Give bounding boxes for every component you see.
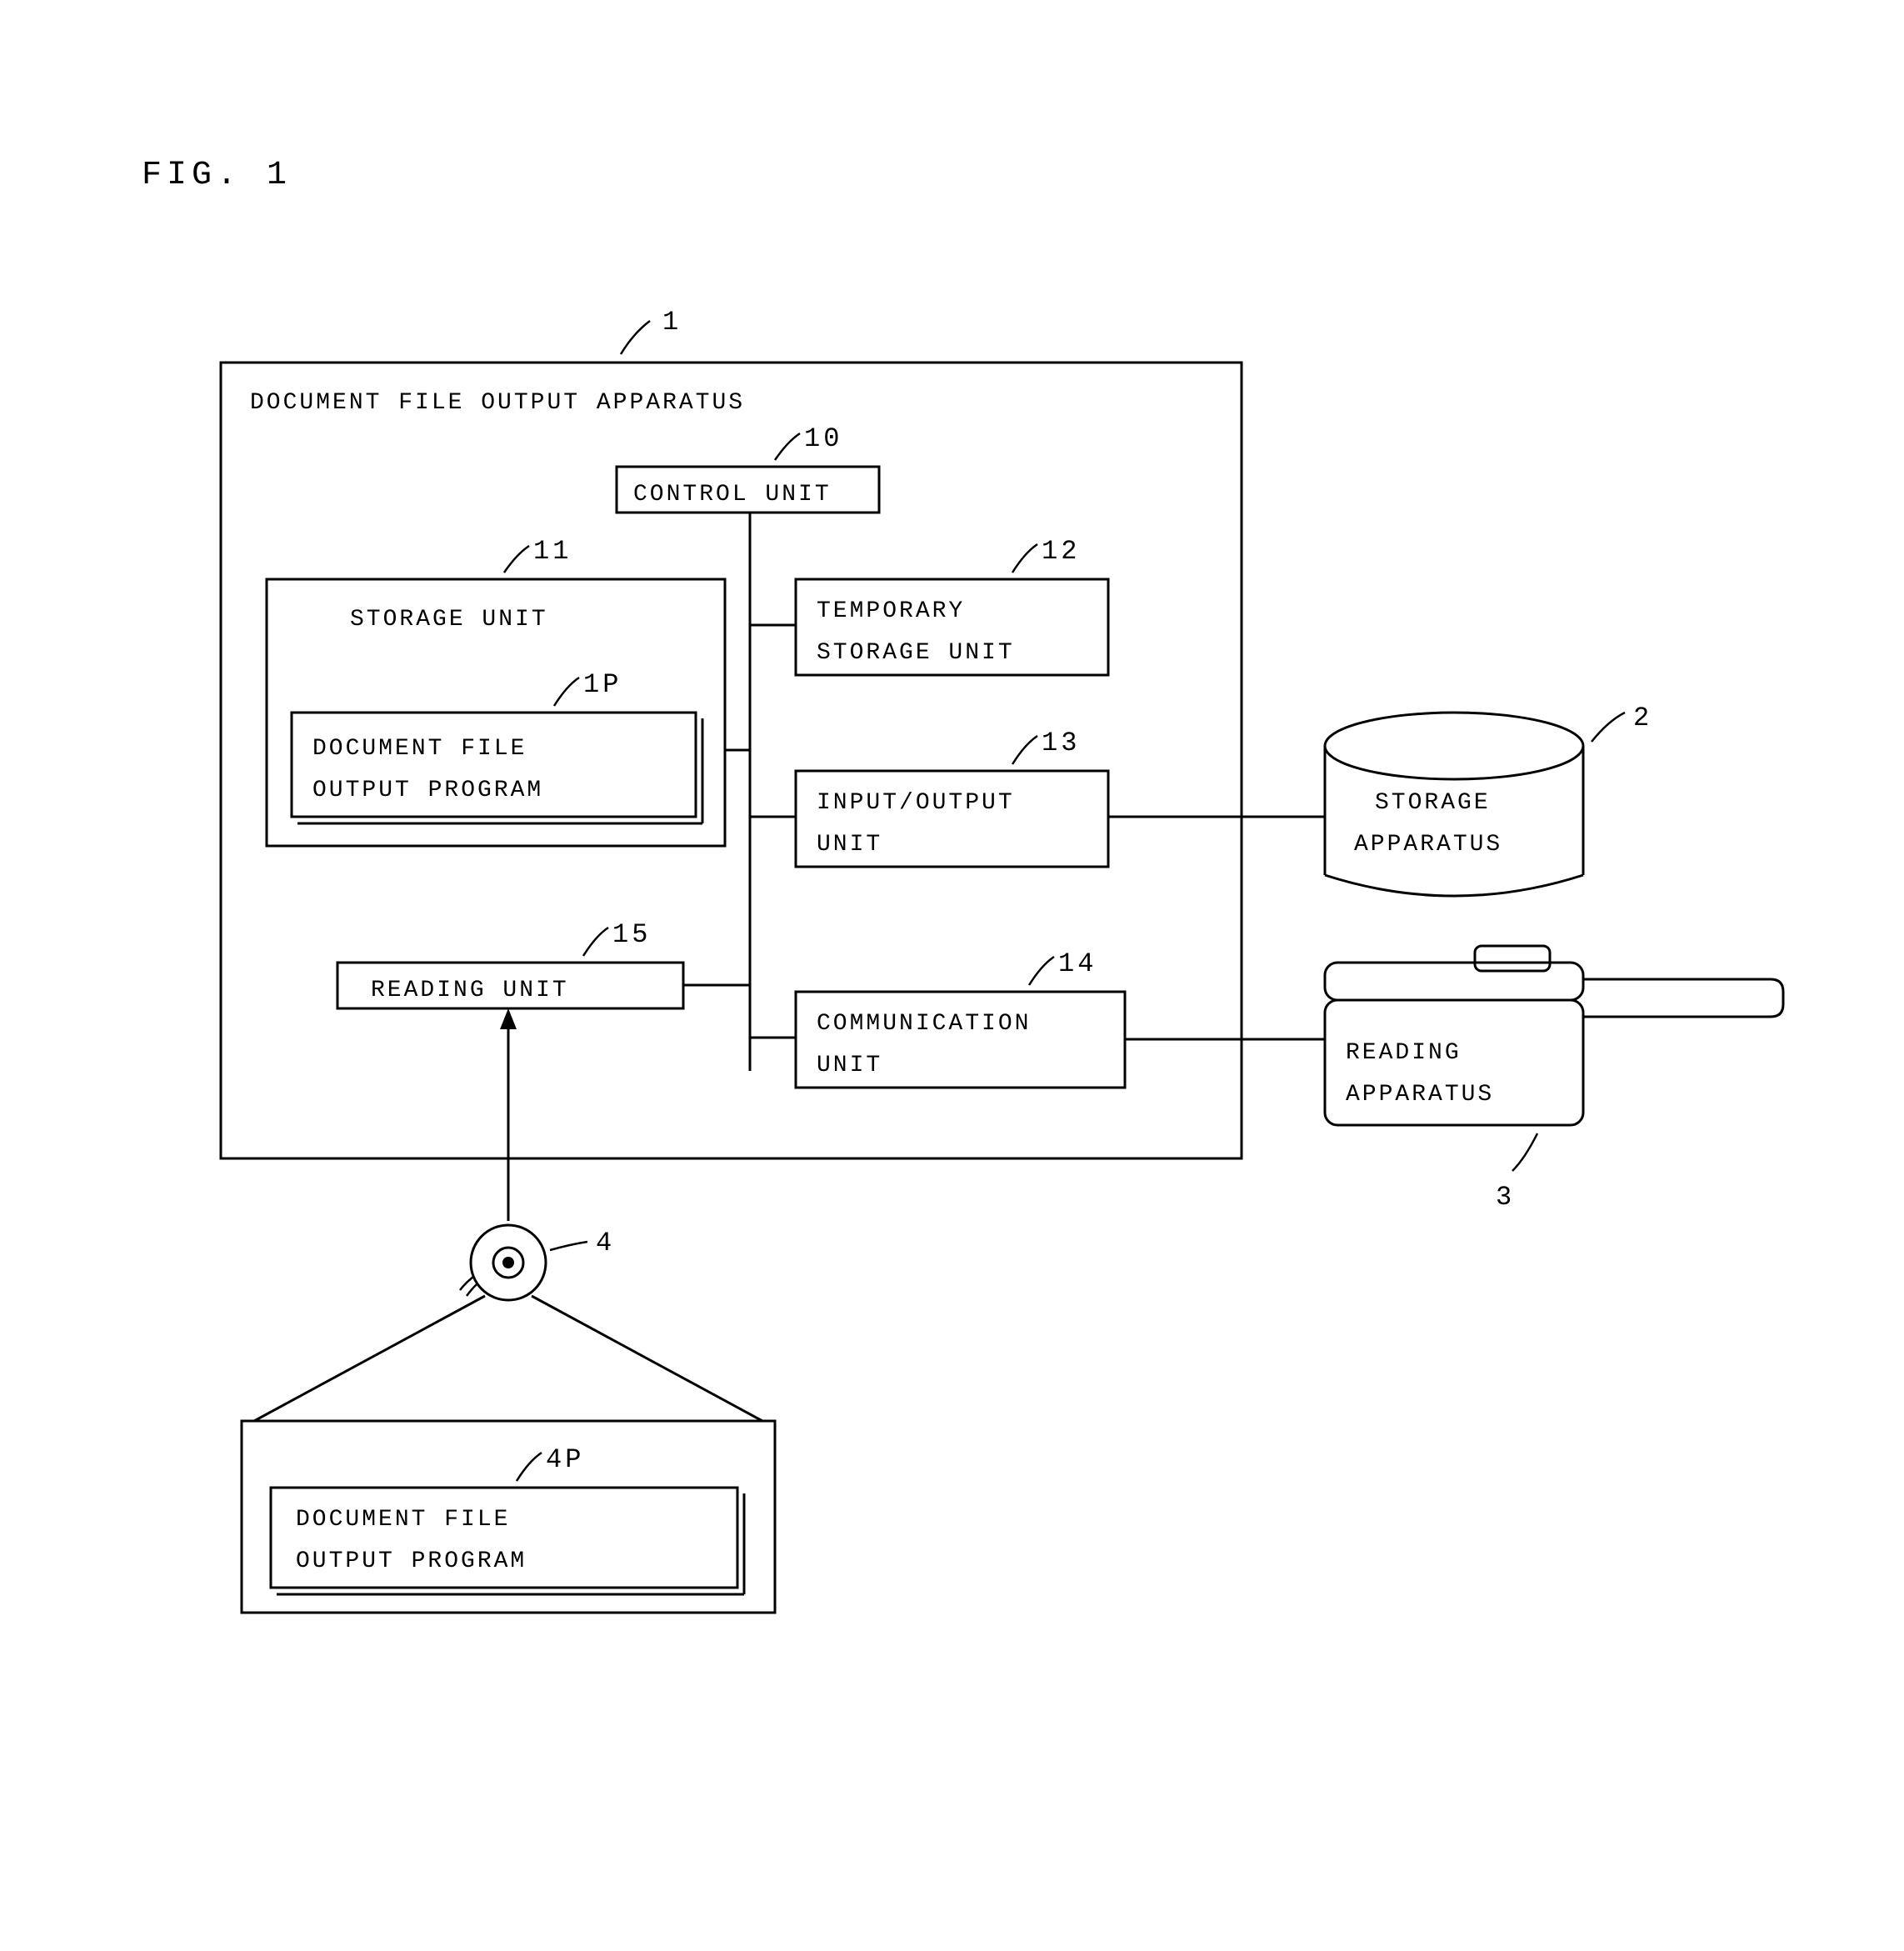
leader-4 [550, 1242, 587, 1250]
ref-12: 12 [1042, 536, 1080, 567]
disc-tri-left [254, 1296, 485, 1421]
reading-unit-label: READING UNIT [371, 978, 569, 1003]
disc-icon [460, 1225, 546, 1300]
storage-app-line2: APPARATUS [1354, 832, 1502, 858]
comm-unit-line2: UNIT [817, 1053, 882, 1078]
leader-10 [775, 433, 800, 460]
leader-1 [621, 321, 650, 354]
comm-unit-line1: COMMUNICATION [817, 1011, 1031, 1037]
temp-storage-line1: TEMPORARY [817, 598, 965, 624]
leader-15 [583, 928, 608, 956]
diagram-svg: FIG. 1 DOCUMENT FILE OUTPUT APPARATUS 1 … [0, 0, 1904, 1951]
io-unit-line2: UNIT [817, 832, 882, 858]
arrow-head-disc [500, 1008, 517, 1029]
main-apparatus-title: DOCUMENT FILE OUTPUT APPARATUS [250, 390, 745, 416]
ref-1: 1 [662, 307, 682, 338]
ref-13: 13 [1042, 728, 1080, 758]
control-unit-label: CONTROL UNIT [633, 482, 832, 508]
leader-14 [1029, 957, 1054, 985]
leader-4p [517, 1453, 542, 1481]
storage-unit-label: STORAGE UNIT [350, 607, 548, 633]
leader-11 [504, 546, 529, 573]
ref-10: 10 [804, 423, 842, 454]
ref-14: 14 [1058, 948, 1097, 979]
reading-app-line1: READING [1346, 1040, 1462, 1066]
disc-tri-right [532, 1296, 762, 1421]
leader-1p [554, 678, 579, 706]
leader-12 [1012, 544, 1037, 573]
leader-3 [1512, 1133, 1537, 1171]
ref-15: 15 [612, 919, 651, 950]
program-1p-line1: DOCUMENT FILE [312, 736, 527, 762]
ref-4p: 4P [546, 1444, 584, 1475]
ref-11: 11 [533, 536, 572, 567]
temp-storage-line2: STORAGE UNIT [817, 640, 1015, 666]
leader-13 [1012, 736, 1037, 764]
reading-apparatus: READING APPARATUS [1325, 946, 1783, 1125]
disc-program-line1: DOCUMENT FILE [296, 1507, 510, 1533]
reading-app-line2: APPARATUS [1346, 1082, 1494, 1108]
figure-label: FIG. 1 [142, 157, 292, 194]
ref-3: 3 [1496, 1182, 1515, 1213]
program-1p-line2: OUTPUT PROGRAM [312, 778, 543, 803]
storage-apparatus: STORAGE APPARATUS [1325, 713, 1583, 896]
ref-1p: 1P [583, 669, 622, 700]
leader-2 [1592, 713, 1625, 742]
io-unit-line1: INPUT/OUTPUT [817, 790, 1015, 816]
ref-2: 2 [1633, 703, 1652, 733]
ref-4: 4 [596, 1228, 615, 1258]
storage-app-line1: STORAGE [1375, 790, 1491, 816]
disc-program-line2: OUTPUT PROGRAM [296, 1548, 527, 1574]
